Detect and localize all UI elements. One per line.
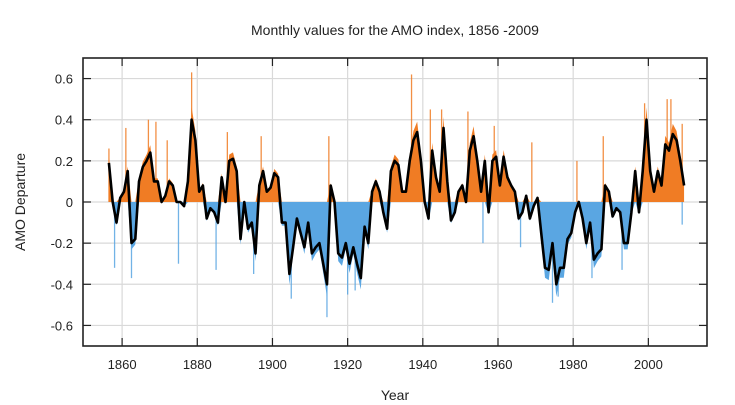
x-tick-label: 1920 — [333, 357, 362, 372]
y-tick-label: 0.6 — [55, 72, 73, 87]
x-tick-label: 1900 — [258, 357, 287, 372]
plot-frame — [82, 57, 708, 347]
smoothed-line — [107, 118, 686, 286]
axis-ticks: 1860 1880 1900 1920 1940 1960 1980 2000 -0.6 -0.4… — [51, 58, 707, 372]
x-tick-label: 1940 — [408, 357, 437, 372]
y-axis-label: AMO Departure — [12, 153, 28, 251]
x-axis-label: Year — [381, 387, 410, 403]
chart-title: Monthly values for the AMO index, 1856 -… — [251, 22, 539, 38]
x-tick-label: 1960 — [484, 357, 513, 372]
x-tick-label: 1880 — [183, 357, 212, 372]
y-tick-label: 0.4 — [55, 113, 73, 128]
x-tick-label: 1860 — [108, 357, 137, 372]
y-tick-label: -0.6 — [51, 318, 73, 333]
y-tick-label: 0 — [66, 195, 73, 210]
y-tick-label: -0.2 — [51, 236, 73, 251]
negative-area — [108, 202, 685, 297]
y-tick-label: 0.2 — [55, 154, 73, 169]
y-tick-label: -0.4 — [51, 277, 73, 292]
x-tick-label: 2000 — [634, 357, 663, 372]
x-tick-label: 1980 — [559, 357, 588, 372]
